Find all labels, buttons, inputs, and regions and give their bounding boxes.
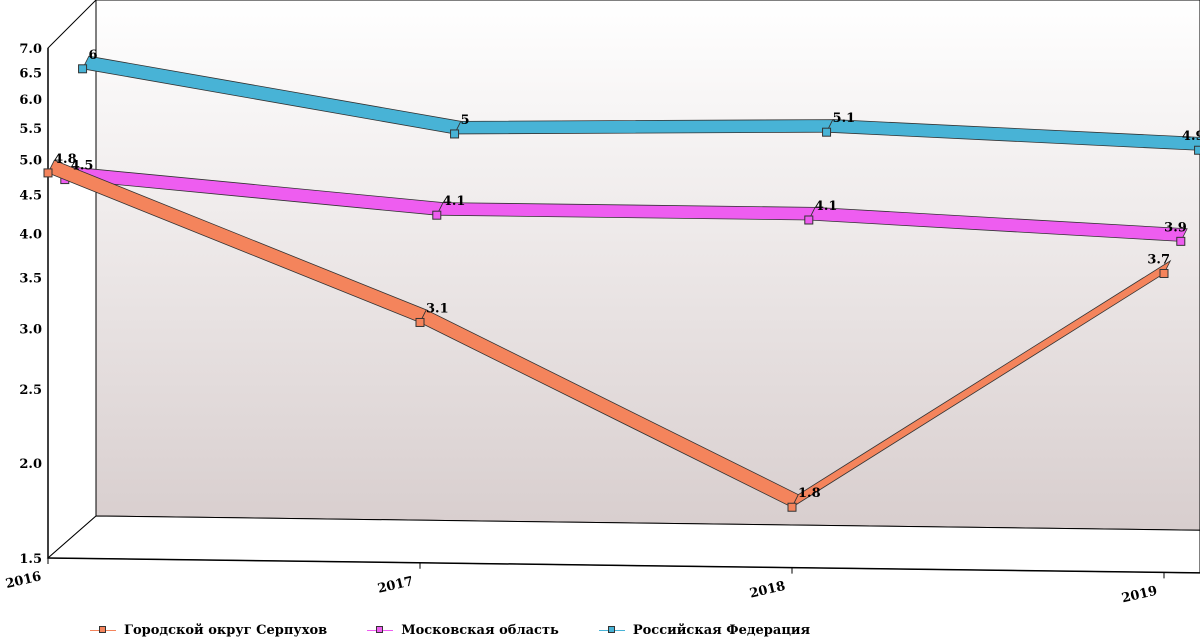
data-point (787, 502, 797, 512)
back-wall (95, 0, 1200, 531)
data-label: 5.1 (833, 111, 856, 126)
series-ribbon (791, 259, 1172, 509)
y-tick-label: 2.5 (19, 383, 42, 398)
chart: 1.5 2.0 2.5 3.0 3.5 4.0 4.5 5.0 5.5 6.0 6.5 7.0 2016… (4, 0, 1200, 607)
data-point (804, 215, 814, 225)
data-point (1194, 145, 1200, 155)
legend: Городской округ Серпухов Московская облас… (90, 620, 810, 640)
data-point (43, 168, 53, 178)
legend-swatch-icon (598, 625, 625, 635)
data-label: 6 (89, 48, 98, 63)
x-axis-line (47, 557, 1200, 574)
y-tick-label: 2.0 (19, 457, 42, 472)
data-label: 4.1 (815, 199, 838, 214)
data-label: 3.9 (1164, 220, 1187, 235)
y-tick-label: 6.0 (19, 93, 42, 108)
data-point (432, 210, 442, 220)
data-point (450, 129, 460, 139)
legend-item: Российская Федерация (598, 622, 811, 638)
legend-label: Московская область (401, 622, 559, 638)
data-label: 3.7 (1147, 252, 1170, 267)
y-tick-label: 3.5 (19, 271, 42, 286)
legend-item: Московская область (367, 623, 559, 638)
data-point (1159, 268, 1169, 278)
y-tick-label: 1.5 (19, 552, 42, 567)
x-tick-label: 2016 (4, 569, 43, 592)
legend-label: Городской округ Серпухов (124, 622, 328, 638)
data-label: 4.1 (443, 194, 466, 209)
y-tick-label: 7.0 (19, 42, 42, 57)
data-label: 5 (461, 113, 470, 128)
series-ribbon (825, 119, 1200, 151)
y-tick-label: 6.5 (19, 67, 42, 82)
left-wall (47, 0, 97, 560)
data-point (1176, 236, 1186, 246)
legend-item: Городской округ Серпухов (90, 623, 327, 638)
x-tick-label: 2019 (1120, 584, 1159, 607)
data-label: 4.8 (54, 152, 77, 167)
data-label: 4.5 (71, 159, 94, 174)
data-label: 4.9 (1182, 129, 1200, 144)
legend-swatch-icon (367, 625, 394, 635)
series-ribbon (808, 206, 1188, 242)
y-tick-label: 4.5 (19, 188, 42, 203)
x-tick-label: 2017 (376, 574, 415, 597)
data-point (822, 127, 832, 137)
y-tick-label: 5.5 (19, 122, 42, 137)
x-tick-label: 2018 (748, 579, 787, 602)
data-point (78, 64, 88, 74)
y-tick-label: 4.0 (19, 227, 42, 242)
data-label: 1.8 (798, 486, 821, 501)
data-point (415, 317, 425, 327)
series-ribbon (453, 119, 834, 135)
data-label: 3.1 (426, 301, 449, 316)
legend-swatch-icon (90, 625, 116, 635)
legend-label: Российская Федерация (632, 622, 811, 638)
y-tick-label: 3.0 (19, 323, 42, 338)
y-tick-label: 5.0 (19, 153, 42, 168)
